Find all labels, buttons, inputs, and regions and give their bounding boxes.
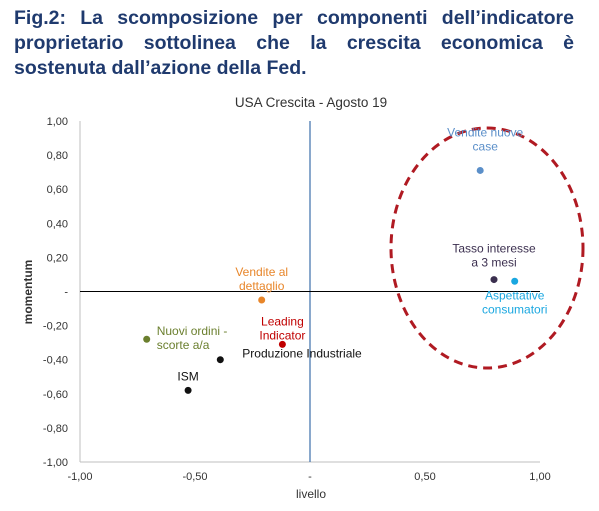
x-axis-label: livello (296, 487, 326, 501)
figure-heading: Fig.2: La scomposizione per componenti d… (14, 7, 574, 79)
data-point (216, 356, 224, 364)
data-point (184, 386, 192, 394)
y-tick-label: - (64, 287, 68, 299)
y-tick-labels: 1,00 0,80 0,60 0,40 0,20 - -0,20 -0,40 -0,60 -0,8… (43, 116, 68, 469)
data-point (476, 166, 484, 174)
point-label: Nuovi ordini -scorte a/a (157, 324, 228, 352)
y-tick-label: 0,80 (47, 150, 68, 162)
data-point (511, 277, 519, 285)
y-tick-label: -0,60 (43, 389, 68, 401)
point-label: Vendite al dettaglio (235, 265, 288, 293)
x-tick-label: -0,50 (182, 471, 207, 483)
y-tick-label: -0,80 (43, 423, 68, 435)
data-point (143, 335, 151, 343)
y-tick-label: 1,00 (47, 116, 68, 128)
y-tick-label: 0,20 (47, 252, 68, 264)
y-tick-label: -0,20 (43, 321, 68, 333)
y-tick-label: 0,60 (47, 184, 68, 196)
y-axis-label: momentum (21, 260, 35, 325)
point-label: Vendite nuove case (447, 125, 523, 153)
axes (79, 121, 540, 463)
chart-title: USA Crescita - Agosto 19 (235, 95, 387, 110)
x-tick-labels: -1,00 -0,50-0,50 1,00 (67, 471, 550, 483)
point-label: ISM (177, 369, 198, 383)
point-label: Leading Indicator (259, 314, 305, 342)
x-tick-label: 0,50 (414, 471, 435, 483)
x-tick-label: -1,00 (67, 471, 92, 483)
y-tick-label: 0,40 (47, 218, 68, 230)
point-labels: Vendite nuove case Tasso interesse a 3 mesi… (157, 125, 548, 383)
point-label: Tasso interesse a 3 mesi (452, 242, 536, 270)
data-point (258, 296, 266, 304)
data-point (278, 340, 286, 348)
point-label: Aspettative consumatori (482, 288, 547, 316)
highlight-ellipse (389, 126, 585, 370)
x-tick-label: - (308, 471, 312, 483)
x-tick-label: 1,00 (529, 471, 550, 483)
y-tick-label: -1,00 (43, 457, 68, 469)
data-points (143, 166, 519, 394)
point-label: Produzione Industriale (242, 347, 362, 361)
data-point (490, 276, 498, 284)
y-tick-label: -0,40 (43, 355, 68, 367)
